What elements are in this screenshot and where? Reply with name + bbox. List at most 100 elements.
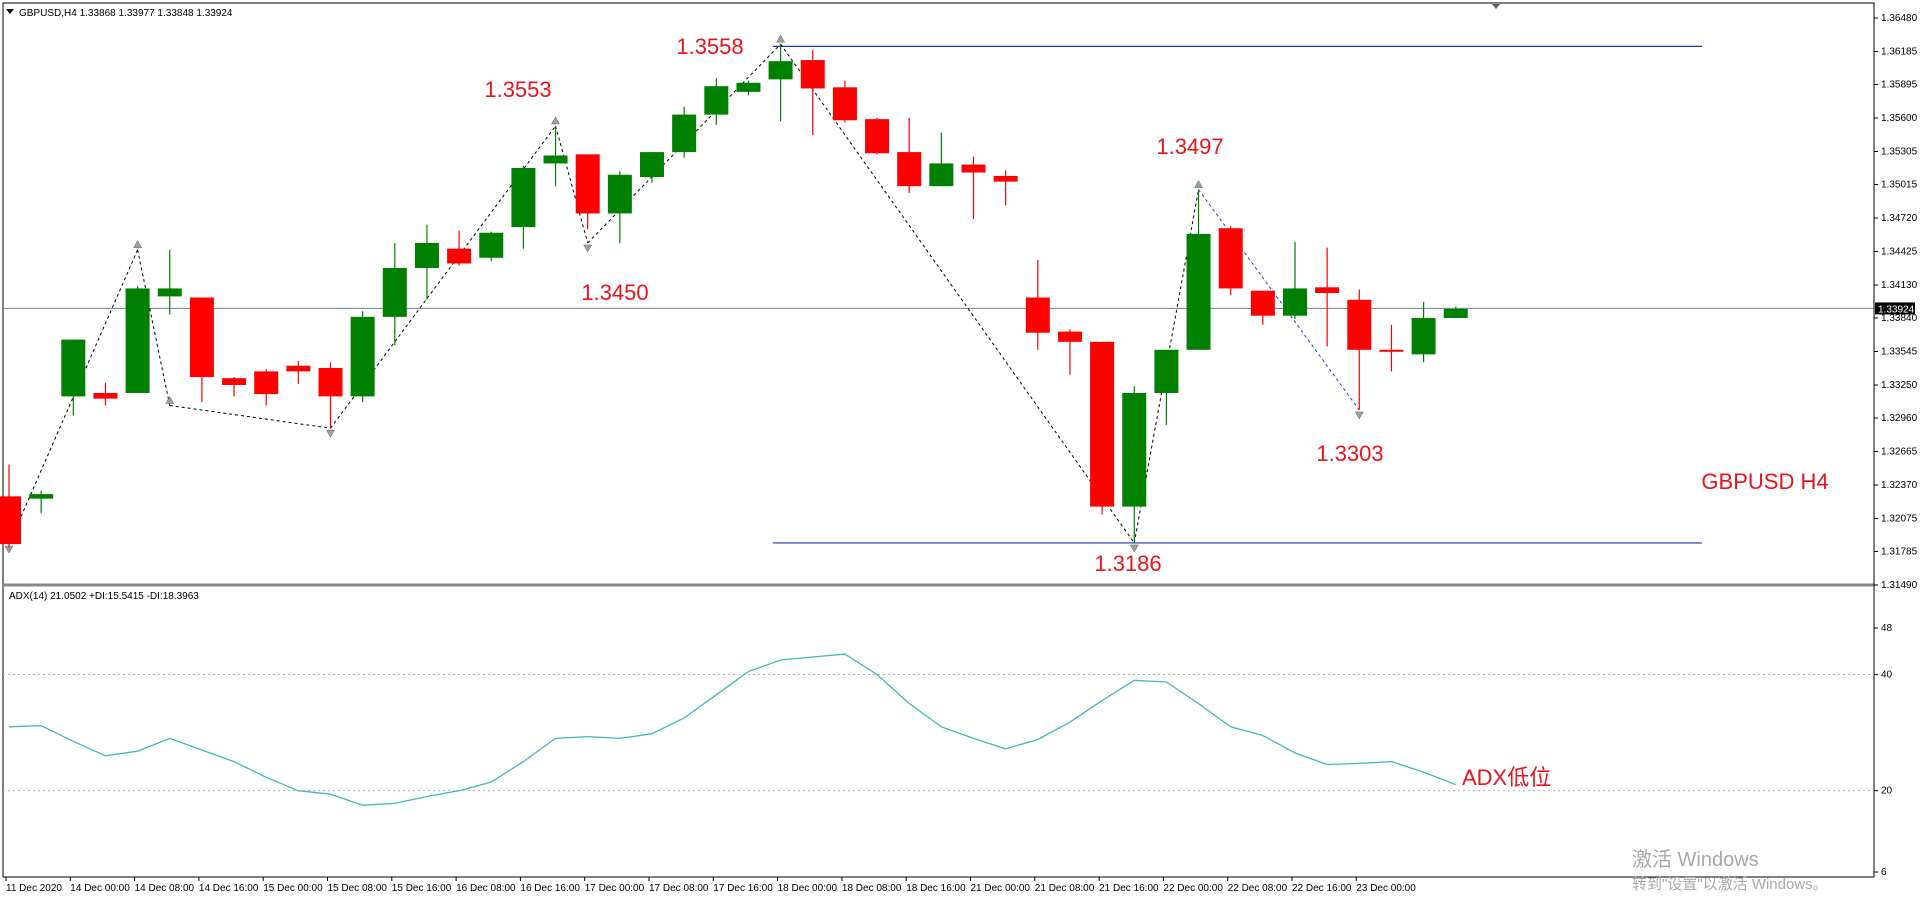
price-tick-label: 1.34720 <box>1881 213 1918 224</box>
symbol-timeframe-label: GBPUSD H4 <box>1701 469 1828 494</box>
price-tick-label: 1.35600 <box>1881 113 1918 124</box>
price-tick-label: 1.33250 <box>1881 380 1918 391</box>
candle-bull <box>125 288 150 393</box>
candle-bull <box>929 163 954 187</box>
candle-bear <box>575 154 600 214</box>
pivot-low-marker <box>1129 544 1139 553</box>
candle-bull <box>61 339 86 397</box>
price-tick-label: 1.35895 <box>1881 79 1918 90</box>
time-tick-label: 14 Dec 00:00 <box>70 883 130 894</box>
candle-bear <box>1025 297 1050 333</box>
candle-bear <box>286 365 311 372</box>
price-tick-label: 1.36185 <box>1881 47 1918 58</box>
price-tick-label: 1.32960 <box>1881 413 1918 424</box>
candle-bull <box>29 494 54 499</box>
price-tick-label: 1.32370 <box>1881 480 1918 491</box>
candle-bull <box>511 167 536 228</box>
price-tick-label: 1.31785 <box>1881 546 1918 557</box>
time-tick-label: 22 Dec 00:00 <box>1163 883 1223 894</box>
time-tick-label: 18 Dec 16:00 <box>906 883 966 894</box>
price-tick-label: 1.31490 <box>1881 580 1918 591</box>
pivot-high-marker <box>551 116 560 125</box>
candle-bull <box>382 267 407 317</box>
candle-bull <box>1283 288 1307 316</box>
annotation-low-2: 1.3303 <box>1316 441 1383 466</box>
candle-bear <box>1315 287 1340 293</box>
price-tick-label: 1.32665 <box>1881 446 1918 457</box>
candle-bear <box>1347 299 1372 350</box>
pivot-high-marker <box>776 34 786 43</box>
axis-layer: 1.36480 1.36185 1.35895 1.35600 1.35305 1.350… <box>5 13 1918 894</box>
symbol-info: GBPUSD,H4 1.33868 1.33977 1.33848 1.3392… <box>19 8 233 19</box>
indicator-info: ADX(14) 21.0502 +DI:15.5415 -DI:18.3963 <box>9 591 199 602</box>
time-tick-label: 14 Dec 16:00 <box>199 883 259 894</box>
candle-bull <box>704 86 729 115</box>
price-tick-label: 1.33545 <box>1881 346 1918 357</box>
pivot-low-marker <box>1354 411 1364 420</box>
candle-bear <box>865 119 890 154</box>
price-tick-label: 1.35015 <box>1881 179 1918 190</box>
price-pane <box>0 34 1874 554</box>
time-tick-label: 17 Dec 16:00 <box>713 883 773 894</box>
time-tick-label: 21 Dec 00:00 <box>971 883 1031 894</box>
candle-bull <box>672 114 697 153</box>
current-price-label: 1.33924 <box>1878 304 1915 315</box>
adx-tick-label: 6 <box>1881 867 1887 878</box>
candle-bull <box>157 288 182 297</box>
candle-bull <box>607 174 632 214</box>
price-tick-label: 1.36480 <box>1881 13 1918 24</box>
candle-bull <box>350 316 375 397</box>
pivot-high-marker <box>133 240 143 249</box>
time-tick-label: 21 Dec 08:00 <box>1035 883 1095 894</box>
candle-bull <box>640 152 664 178</box>
time-tick-label: 16 Dec 16:00 <box>520 883 580 894</box>
price-tick-label: 1.35305 <box>1881 147 1918 158</box>
pivot-low-marker <box>326 429 335 438</box>
pivot-low-marker <box>583 244 593 253</box>
time-tick-label: 16 Dec 08:00 <box>456 883 516 894</box>
shift-marker-icon[interactable] <box>1492 4 1500 9</box>
price-tick-label: 1.34425 <box>1881 247 1918 258</box>
candle-bear <box>93 392 118 399</box>
candle-bear <box>0 496 21 545</box>
price-tick-label: 1.33840 <box>1881 313 1918 324</box>
candle-bull <box>1122 392 1147 507</box>
time-tick-label: 23 Dec 00:00 <box>1356 883 1416 894</box>
time-tick-label: 15 Dec 00:00 <box>263 883 323 894</box>
chart-frame <box>2 2 1875 878</box>
candle-bear <box>1379 349 1404 352</box>
price-tick-label: 1.34130 <box>1881 280 1918 291</box>
price-tick-label: 1.32075 <box>1881 514 1918 525</box>
candle-bear <box>897 152 922 187</box>
candle-bull <box>1186 233 1211 350</box>
time-tick-label: 15 Dec 08:00 <box>328 883 388 894</box>
activation-watermark-title: 激活 Windows <box>1632 848 1759 871</box>
zigzag-segment <box>169 404 331 429</box>
candle-bull <box>1411 317 1436 355</box>
time-tick-label: 15 Dec 16:00 <box>392 883 452 894</box>
candle-bull <box>1443 308 1468 318</box>
pivot-high-marker <box>1194 180 1203 188</box>
adx-pane <box>8 653 1457 806</box>
candle-bear <box>254 371 279 395</box>
candle-bear <box>961 164 986 173</box>
candle-bull <box>1154 349 1179 393</box>
candle-bear <box>800 60 825 89</box>
time-tick-label: 17 Dec 00:00 <box>585 883 645 894</box>
candle-bear <box>1250 290 1275 316</box>
candle-bull <box>543 155 568 164</box>
adx-line <box>8 653 1457 806</box>
candle-bear <box>1218 228 1243 289</box>
pivot-high-marker <box>165 395 175 404</box>
time-tick-label: 21 Dec 16:00 <box>1099 883 1159 894</box>
grid-layer <box>3 673 1874 792</box>
zigzag-segment <box>1198 189 1360 411</box>
candle-bear <box>189 297 214 378</box>
adx-tick-label: 40 <box>1881 669 1893 680</box>
time-tick-label: 17 Dec 08:00 <box>649 883 709 894</box>
zigzag-segment <box>137 249 171 406</box>
candle-bull <box>736 82 761 92</box>
chart-menu-triangle-icon[interactable] <box>6 9 14 14</box>
